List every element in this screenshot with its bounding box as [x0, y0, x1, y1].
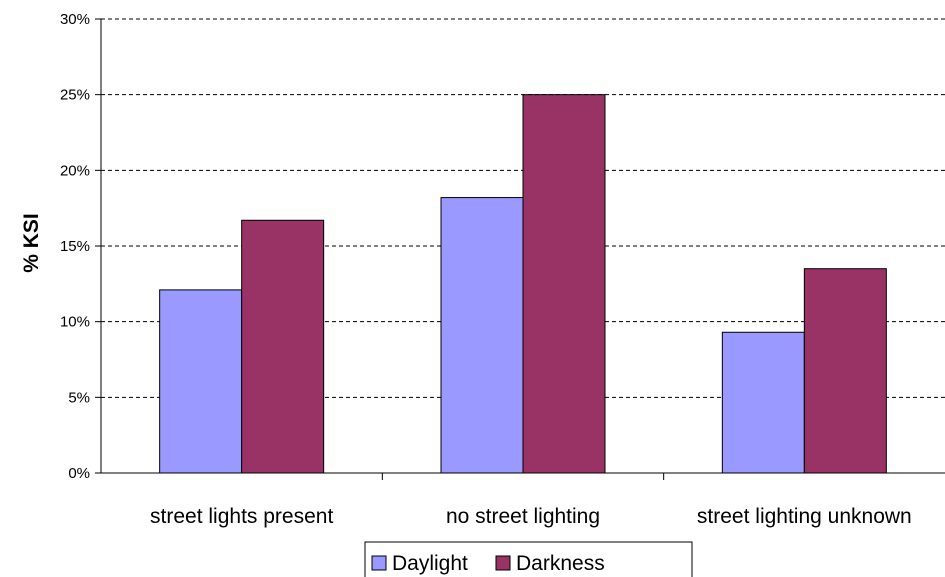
y-tick-label: 25%	[60, 87, 90, 104]
legend-label-darkness: Darkness	[516, 552, 605, 575]
bar-darkness-3	[803, 268, 887, 474]
y-tick-label: 10%	[60, 314, 90, 331]
bar-daylight-3	[721, 331, 805, 474]
x-category-label: street lighting unknown	[697, 505, 912, 528]
y-tick-label: 20%	[60, 162, 90, 179]
x-category-label: street lights present	[150, 505, 333, 528]
bar-darkness-2	[522, 94, 606, 474]
y-tick-labels: 0% 5% 10% 15% 20% 25% 30%	[60, 11, 90, 482]
legend-label-daylight: Daylight	[392, 552, 468, 575]
bar-daylight-1	[159, 289, 243, 474]
bars	[159, 94, 887, 474]
y-tick-label: 15%	[60, 238, 90, 255]
y-tick-label: 0%	[68, 465, 90, 482]
legend: Daylight Darkness	[364, 541, 693, 577]
y-tick-label: 5%	[68, 389, 90, 406]
axes	[95, 18, 945, 480]
y-tick-label: 30%	[60, 11, 90, 28]
y-axis-title: % KSI	[20, 213, 43, 273]
legend-swatch-daylight	[371, 555, 387, 571]
bar-daylight-2	[440, 197, 524, 474]
legend-swatch-darkness	[495, 555, 511, 571]
legend-box	[364, 541, 693, 577]
bar-darkness-1	[241, 219, 325, 474]
x-category-label: no street lighting	[446, 505, 600, 528]
x-category-labels: street lights present no street lighting s…	[150, 505, 912, 528]
legend-items: Daylight Darkness	[371, 552, 605, 575]
